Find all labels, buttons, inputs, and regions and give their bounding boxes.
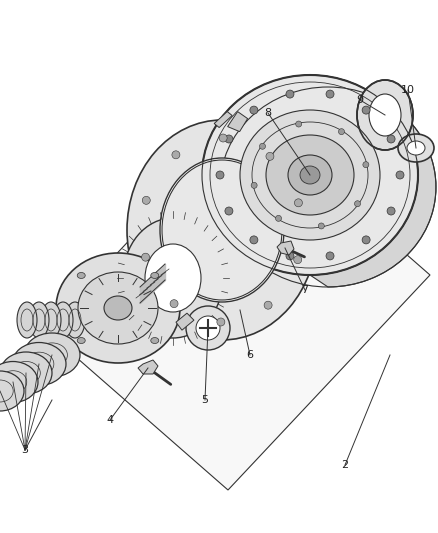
Ellipse shape — [326, 90, 334, 98]
Ellipse shape — [0, 361, 38, 402]
Ellipse shape — [266, 152, 274, 160]
Text: 6: 6 — [247, 350, 254, 360]
Ellipse shape — [250, 106, 258, 114]
Polygon shape — [277, 241, 294, 255]
Ellipse shape — [104, 296, 132, 320]
Ellipse shape — [326, 252, 334, 260]
Ellipse shape — [151, 272, 159, 278]
Ellipse shape — [288, 155, 332, 195]
Ellipse shape — [225, 135, 233, 143]
Ellipse shape — [286, 90, 294, 98]
Ellipse shape — [362, 236, 370, 244]
Ellipse shape — [12, 343, 66, 385]
Ellipse shape — [196, 316, 220, 340]
Text: 10: 10 — [401, 85, 415, 95]
Text: 7: 7 — [301, 285, 308, 295]
Ellipse shape — [142, 196, 150, 204]
Ellipse shape — [276, 215, 282, 221]
Ellipse shape — [123, 218, 223, 338]
Ellipse shape — [357, 80, 413, 150]
Ellipse shape — [77, 272, 85, 278]
Ellipse shape — [259, 143, 265, 149]
Ellipse shape — [387, 207, 395, 215]
Ellipse shape — [41, 302, 61, 338]
Ellipse shape — [65, 302, 85, 338]
Ellipse shape — [24, 333, 80, 377]
Ellipse shape — [78, 272, 158, 344]
Text: 9: 9 — [357, 95, 364, 105]
Ellipse shape — [141, 253, 149, 261]
Text: 2: 2 — [342, 460, 349, 470]
Ellipse shape — [17, 302, 37, 338]
Text: 4: 4 — [106, 415, 113, 425]
Ellipse shape — [398, 134, 434, 162]
Ellipse shape — [77, 337, 85, 344]
Ellipse shape — [225, 207, 233, 215]
Ellipse shape — [300, 166, 320, 184]
Ellipse shape — [318, 223, 324, 229]
Ellipse shape — [0, 352, 52, 394]
Ellipse shape — [172, 151, 180, 159]
Ellipse shape — [160, 158, 284, 302]
Ellipse shape — [250, 236, 258, 244]
Ellipse shape — [339, 128, 345, 135]
Polygon shape — [214, 111, 232, 127]
Ellipse shape — [53, 302, 73, 338]
Text: 8: 8 — [265, 108, 272, 118]
Ellipse shape — [266, 135, 354, 215]
Ellipse shape — [0, 371, 24, 411]
Text: 3: 3 — [21, 445, 28, 455]
Ellipse shape — [162, 160, 282, 300]
Ellipse shape — [216, 171, 224, 179]
Ellipse shape — [151, 337, 159, 344]
Polygon shape — [228, 111, 247, 132]
Ellipse shape — [219, 134, 227, 142]
Ellipse shape — [240, 110, 380, 240]
Ellipse shape — [363, 161, 369, 168]
Ellipse shape — [354, 201, 360, 207]
Ellipse shape — [296, 121, 302, 127]
Ellipse shape — [362, 106, 370, 114]
Ellipse shape — [145, 244, 201, 312]
Polygon shape — [176, 313, 194, 330]
Polygon shape — [138, 360, 158, 374]
Ellipse shape — [264, 301, 272, 309]
Polygon shape — [310, 75, 436, 287]
Ellipse shape — [251, 182, 257, 188]
Ellipse shape — [56, 253, 180, 363]
Ellipse shape — [202, 75, 418, 275]
Ellipse shape — [387, 135, 395, 143]
Polygon shape — [45, 115, 430, 490]
Ellipse shape — [29, 302, 49, 338]
Ellipse shape — [186, 306, 230, 350]
Ellipse shape — [217, 318, 225, 326]
Ellipse shape — [396, 171, 404, 179]
Ellipse shape — [294, 256, 302, 264]
Ellipse shape — [369, 94, 401, 136]
Ellipse shape — [170, 300, 178, 308]
Ellipse shape — [294, 199, 302, 207]
Text: 5: 5 — [201, 395, 208, 405]
Ellipse shape — [127, 120, 317, 340]
Ellipse shape — [407, 141, 425, 155]
Ellipse shape — [286, 252, 294, 260]
